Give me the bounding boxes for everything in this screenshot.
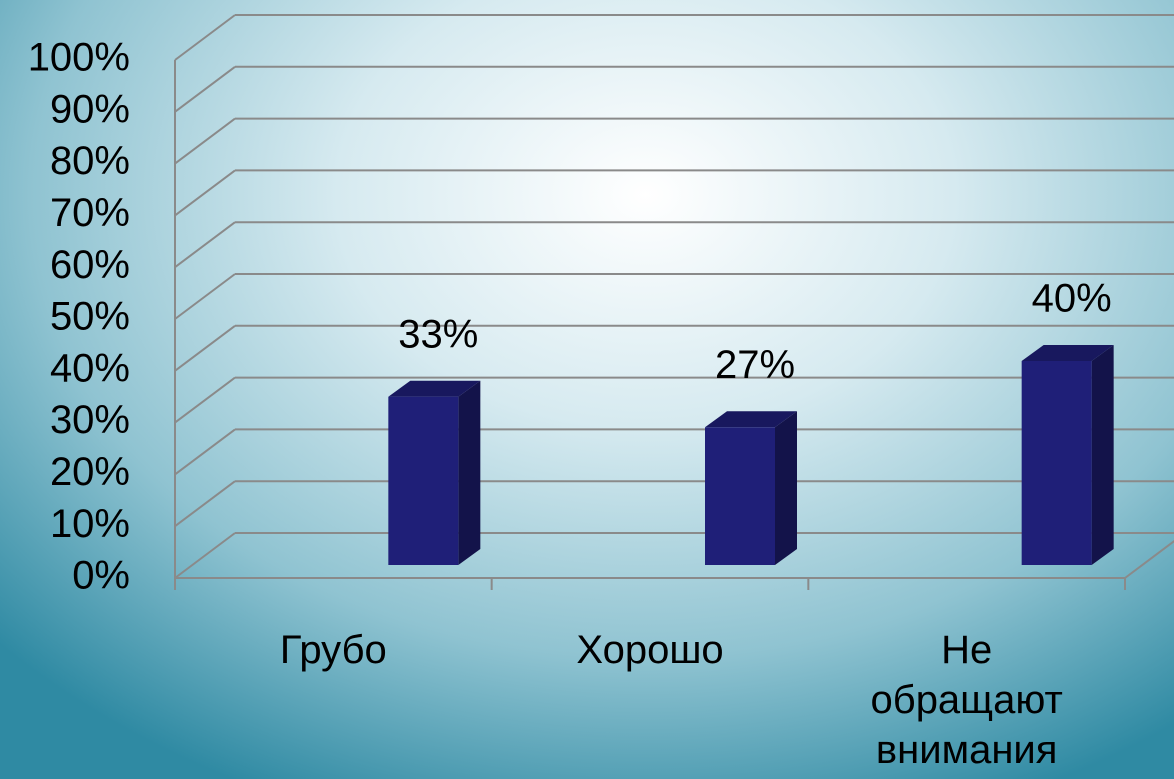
x-tick-label: Хорошо	[576, 628, 724, 672]
grid-line	[174, 480, 236, 528]
grid-line	[174, 324, 236, 372]
y-tick-label: 90%	[50, 87, 130, 131]
grid-line	[174, 428, 236, 476]
x-axis	[1124, 540, 1174, 579]
x-tick-label: Грубо	[279, 628, 387, 672]
y-tick-label: 10%	[50, 502, 130, 546]
bar-top	[1021, 345, 1114, 361]
y-tick-label: 70%	[50, 191, 130, 235]
bar-top	[388, 380, 481, 397]
y-tick-label: 100%	[28, 36, 130, 80]
bar	[1021, 361, 1092, 565]
grid-line	[174, 273, 236, 320]
x-tick-label: Не обращают внимания	[870, 628, 1063, 772]
grid-line	[174, 14, 236, 61]
bar-side	[775, 411, 797, 565]
bar	[705, 427, 775, 565]
bar-side	[1091, 345, 1114, 565]
y-tick-label: 60%	[50, 243, 130, 287]
y-tick-label: 30%	[50, 398, 130, 442]
y-tick-label: 80%	[50, 139, 130, 183]
bar-side	[458, 380, 481, 565]
grid-line	[174, 66, 236, 113]
y-tick-label: 20%	[50, 450, 130, 494]
y-tick-label: 50%	[50, 295, 130, 339]
grid-line	[174, 532, 236, 579]
data-label: 33%	[398, 312, 478, 356]
bar	[388, 396, 459, 565]
y-tick-label: 40%	[50, 346, 130, 390]
data-label: 27%	[715, 343, 795, 387]
grid-line	[174, 117, 236, 165]
bar-top	[705, 411, 797, 428]
data-label: 40%	[1032, 277, 1112, 321]
y-tick-label: 0%	[72, 554, 130, 598]
grid-line	[174, 376, 236, 424]
grid-line	[174, 221, 236, 269]
grid-line	[174, 169, 236, 217]
